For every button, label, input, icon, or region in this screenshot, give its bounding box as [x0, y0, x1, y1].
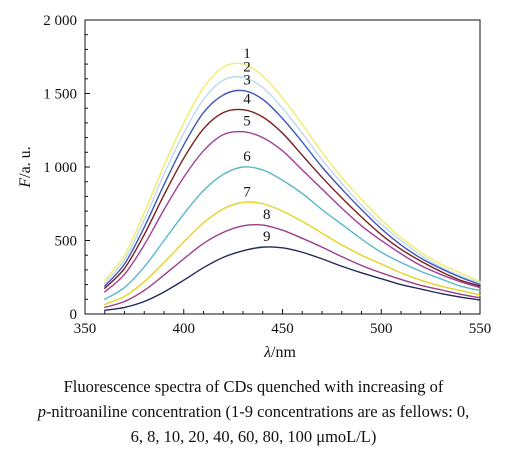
- curve-label-7: 7: [243, 184, 251, 200]
- y-tick-label: 1 500: [43, 87, 77, 103]
- curve-label-5: 5: [243, 114, 251, 130]
- x-tick-label: 400: [173, 321, 196, 337]
- plot-frame: [84, 19, 481, 315]
- axes: 350 400 450 500 550 0 500 1 000 1 500 2 000: [43, 13, 491, 337]
- y-tick-label: 1 000: [43, 160, 77, 176]
- x-tick-label: 450: [271, 321, 294, 337]
- curve-label-8: 8: [263, 207, 271, 223]
- y-axis-label: F/a. u.: [17, 146, 34, 188]
- caption-line-2-rest: -nitroaniline concentration (1-9 concent…: [45, 402, 470, 421]
- y-axis-label-symbol: F: [17, 178, 34, 189]
- curve-label-2: 2: [243, 59, 251, 75]
- y-tick-label: 500: [55, 234, 78, 250]
- annotation-group: 123 4 5 6 78 9: [243, 46, 270, 245]
- fluorescence-chart: 350 400 450 500 550 0 500 1 000 1 500 2 000 123 4 5…: [17, 13, 491, 361]
- series-line-3: [104, 89, 481, 287]
- x-tick-label: 350: [74, 321, 97, 337]
- curve-label-6: 6: [243, 149, 251, 165]
- curve-label-1: 1: [243, 46, 251, 62]
- curve-label-9: 9: [263, 229, 271, 245]
- y-tick-label: 2 000: [43, 13, 77, 29]
- series-line-1: [104, 62, 481, 283]
- y-axis-label-unit: /a. u.: [17, 146, 34, 178]
- series-line-8: [104, 223, 481, 309]
- series-line-2: [104, 76, 481, 284]
- series-line-9: [104, 246, 481, 312]
- x-axis-label-symbol: λ: [263, 344, 271, 361]
- series-line-7: [104, 201, 481, 306]
- curve-label-4: 4: [243, 92, 251, 108]
- series-line-5: [104, 130, 481, 293]
- x-tick-label: 550: [469, 321, 492, 337]
- caption-italic-p: p: [37, 402, 46, 421]
- x-tick-label: 500: [370, 321, 393, 337]
- series-line-4: [104, 108, 481, 289]
- caption-line-2: p-nitroaniline concentration (1-9 concen…: [0, 399, 507, 424]
- x-axis-label-unit: /nm: [271, 344, 296, 361]
- series-line-6: [104, 166, 481, 300]
- figure-caption: Fluorescence spectra of CDs quenched wit…: [0, 374, 507, 449]
- caption-line-1: Fluorescence spectra of CDs quenched wit…: [63, 377, 444, 396]
- series-group: [104, 62, 481, 312]
- curve-label-3: 3: [243, 73, 251, 89]
- x-axis-label: λ/nm: [263, 344, 296, 361]
- y-tick-label: 0: [70, 307, 78, 323]
- caption-line-3: 6, 8, 10, 20, 40, 60, 80, 100 μmoL/L): [130, 427, 377, 446]
